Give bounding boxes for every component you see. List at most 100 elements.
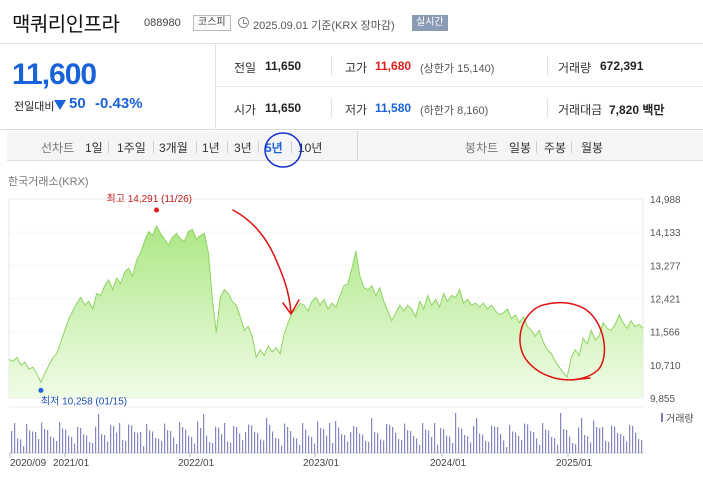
volume-bar xyxy=(293,437,295,453)
tab-1d[interactable]: 1일 xyxy=(85,141,103,155)
volume-bar xyxy=(533,432,535,453)
volume-bar xyxy=(386,424,388,453)
volume-bar xyxy=(596,427,598,453)
tab-3m[interactable]: 3개월 xyxy=(159,141,188,155)
volume-bar xyxy=(110,425,112,453)
volume-bar xyxy=(74,443,76,453)
stock-code: 088980 xyxy=(144,17,181,29)
max-point xyxy=(154,207,160,213)
volume-bar xyxy=(104,435,106,453)
volume-bar xyxy=(191,437,193,453)
tab-weekly-candle[interactable]: 주봉 xyxy=(544,141,567,155)
volume-bar xyxy=(599,428,601,453)
volume-bar xyxy=(557,444,559,453)
market-badge: 코스피 xyxy=(193,15,231,31)
volume-bar xyxy=(32,431,34,453)
volume-bar xyxy=(446,435,448,453)
volume-bar xyxy=(47,430,49,453)
volume-bar xyxy=(17,438,19,453)
volume-bar xyxy=(404,423,406,453)
volume-bar xyxy=(86,435,88,453)
min-point xyxy=(38,387,44,393)
low-label: 저가 xyxy=(345,103,368,117)
stock-name: 맥쿼리인프라 xyxy=(12,12,120,36)
y-tick-label: 11,566 xyxy=(650,328,680,339)
tab-monthly-candle[interactable]: 월봉 xyxy=(581,141,604,155)
volume-bar xyxy=(95,426,97,453)
volume-bars xyxy=(9,406,643,454)
x-axis: 2020/09 2021/01 2022/01 2023/01 2024/01 2025/… xyxy=(9,453,593,469)
volume-bar xyxy=(263,440,265,453)
volume-legend-label: 거래량 xyxy=(666,413,694,425)
volume-bar xyxy=(344,435,346,453)
volume-bar xyxy=(131,425,133,453)
volume-bar xyxy=(326,435,328,453)
divider xyxy=(215,44,216,130)
volume-bar xyxy=(203,414,205,453)
x-tick-label: 2021/01 xyxy=(53,458,90,469)
divider xyxy=(536,141,537,153)
volume-bar xyxy=(497,427,499,453)
volume-bar xyxy=(173,437,175,453)
volume-bar xyxy=(425,429,427,453)
volume-bar xyxy=(422,423,424,453)
volume-bar xyxy=(188,436,190,453)
divider xyxy=(357,131,358,161)
tab-daily-candle[interactable]: 일봉 xyxy=(509,141,532,155)
volume-bar xyxy=(329,423,331,453)
volume-bar xyxy=(365,441,367,453)
volume-bar xyxy=(320,428,322,453)
volume-bar xyxy=(377,433,379,453)
volume-bar xyxy=(476,418,478,453)
volume-bar xyxy=(269,425,271,453)
current-price: 11,600 xyxy=(12,58,97,91)
volume-bar xyxy=(260,439,262,453)
volume-bar xyxy=(206,435,208,453)
volume-bar xyxy=(575,444,577,453)
volume-bar xyxy=(359,433,361,453)
tab-3y[interactable]: 3년 xyxy=(234,141,252,155)
volume-bar xyxy=(368,442,370,453)
tab-10y[interactable]: 10년 xyxy=(298,141,323,155)
volume-bar xyxy=(65,429,67,453)
volume-bar xyxy=(620,434,622,453)
volume-bar xyxy=(638,439,640,453)
volume-bar xyxy=(431,437,433,453)
volume-bar xyxy=(362,434,364,453)
volume-bar xyxy=(230,442,232,453)
volume-bar xyxy=(554,438,556,453)
volume-bar xyxy=(146,424,148,453)
divider xyxy=(153,141,154,153)
volume-bar xyxy=(59,422,61,453)
volume-bar xyxy=(389,425,391,453)
tab-1w[interactable]: 1주일 xyxy=(117,141,146,155)
volume-bar xyxy=(611,425,613,453)
realtime-button[interactable]: 실시간 xyxy=(412,15,448,31)
divider xyxy=(547,98,548,118)
volume-bar xyxy=(560,413,562,453)
tab-1y[interactable]: 1년 xyxy=(202,141,220,155)
volume-bar xyxy=(482,434,484,453)
volume-bar xyxy=(50,436,52,453)
tab-5y[interactable]: 5년 xyxy=(265,141,283,155)
volume-bar xyxy=(176,444,178,453)
volume-bar xyxy=(251,425,253,453)
volume-bar xyxy=(479,433,481,453)
volume-bar xyxy=(563,429,565,453)
volume-bar xyxy=(338,427,340,453)
lower-limit: (하한가 8,160) xyxy=(420,105,489,117)
volume-bar xyxy=(128,424,130,453)
volume-bar xyxy=(14,423,16,453)
low-value: 11,580 xyxy=(375,101,412,115)
volume-bar xyxy=(308,436,310,453)
volume-bar xyxy=(452,443,454,453)
volume-bar xyxy=(53,437,55,453)
volume-bar xyxy=(299,445,301,453)
volume-bar xyxy=(92,443,94,453)
volume-bar xyxy=(635,432,637,453)
volume-bar xyxy=(71,437,73,453)
volume-bar xyxy=(221,434,223,453)
volume-bar xyxy=(371,418,373,453)
volume-bar xyxy=(443,429,445,453)
